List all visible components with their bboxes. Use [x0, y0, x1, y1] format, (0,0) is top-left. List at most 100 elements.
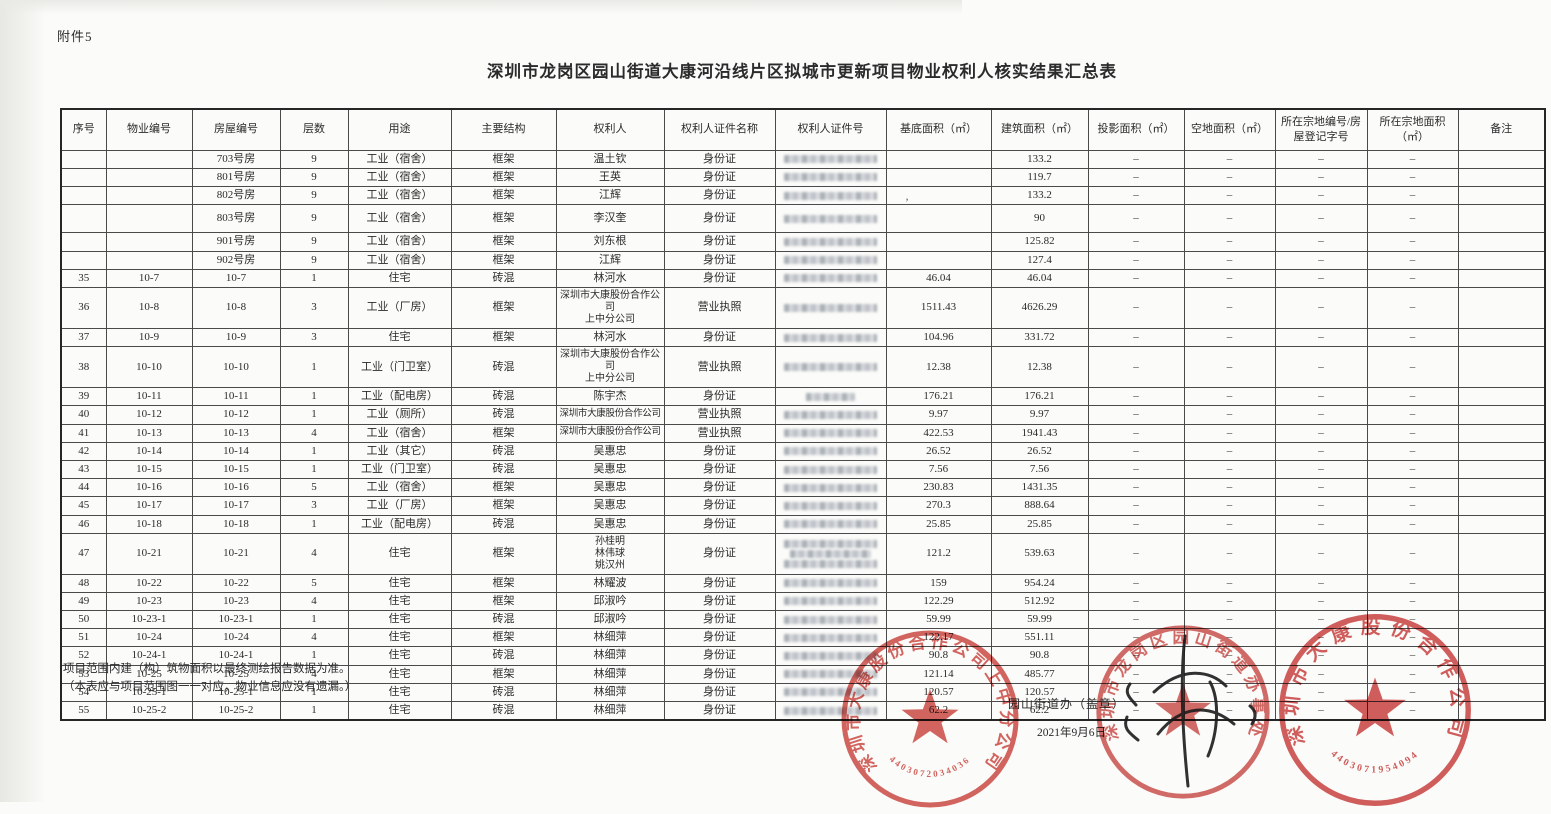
cell-parcel_no: – — [1274, 268, 1368, 289]
cell-proj_area: – — [1087, 250, 1185, 270]
cell-proj_area: – — [1087, 149, 1185, 169]
cell-house_no: 10-15 — [191, 459, 281, 480]
cell-open_area: – — [1183, 532, 1276, 575]
cell-parcel_area: – — [1366, 327, 1459, 348]
cell-proj_area: – — [1087, 327, 1185, 348]
cell-no — [60, 250, 107, 270]
star-icon — [1344, 677, 1406, 737]
cell-floors: 1 — [279, 459, 349, 480]
cell-house_no: 802号房 — [191, 186, 281, 206]
cell-build_area: 133.2 — [990, 186, 1089, 206]
cell-structure: 框架 — [450, 573, 557, 593]
cell-floors: 9 — [279, 250, 349, 270]
cell-structure: 框架 — [450, 186, 557, 206]
cell-cert_type: 身份证 — [663, 149, 776, 169]
cell-build_area: 119.7 — [990, 167, 1089, 188]
cell-use: 住宅 — [347, 682, 452, 703]
table-row: 44 10-16 10-16 5 工业（宿舍） 框架 吴惠忠 身份证 230.83 1431.35… — [60, 478, 1546, 498]
cell-no: 47 — [60, 532, 107, 575]
cell-property_no: 10-21 — [105, 532, 193, 575]
cell-proj_area: – — [1087, 204, 1185, 234]
cell-use: 工业（宿舍） — [347, 250, 452, 270]
redacted-id-blur — [783, 238, 878, 247]
cell-use: 住宅 — [347, 628, 452, 648]
cell-open_area: – — [1183, 186, 1276, 206]
cell-use: 住宅 — [347, 646, 452, 666]
cert-no-redacted — [774, 327, 887, 348]
cell-property_no: 10-16 — [105, 478, 193, 498]
cell-use: 工业（厂房） — [347, 287, 452, 329]
cell-parcel_area: – — [1366, 287, 1459, 329]
table-body: 703号房 9 工业（宿舍） 框架 温土钦 身份证 133.2– – – –801号房 9 工业（宿舍… — [60, 149, 1546, 721]
cell-base_area: 159 — [885, 573, 992, 593]
cell-use: 工业（配电房） — [347, 387, 452, 407]
cell-remark — [1457, 167, 1546, 188]
cell-floors: 4 — [279, 423, 349, 443]
cell-proj_area: – — [1087, 459, 1185, 480]
cell-cert_type: 身份证 — [663, 268, 776, 289]
cell-proj_area: – — [1087, 514, 1185, 534]
cell-house_no: 902号房 — [191, 250, 281, 270]
cell-open_area: – — [1183, 459, 1276, 480]
cert-no-redacted — [774, 387, 887, 407]
cell-parcel_no: – — [1274, 441, 1368, 461]
column-header: 房屋编号 — [191, 108, 281, 151]
cell-owner: 吴惠忠 — [555, 441, 665, 461]
table-row: 39 10-11 10-11 1 工业（配电房） 砖混 陈宇杰 身份证 176.21 176.21… — [60, 387, 1546, 407]
cell-structure: 框架 — [450, 167, 557, 188]
scan-edge-left — [0, 0, 46, 802]
cell-open_area: – — [1183, 478, 1276, 498]
cell-base_area — [885, 250, 992, 270]
cell-parcel_no: – — [1274, 186, 1368, 206]
cert-no-redacted — [774, 149, 887, 169]
column-header: 所在宗地面积（㎡） — [1366, 108, 1459, 151]
redacted-id-blur — [783, 333, 878, 342]
cell-house_no: 10-25-1 — [191, 682, 281, 703]
cell-proj_area: – — [1087, 186, 1185, 206]
redacted-id-blur — [783, 256, 878, 265]
cell-no: 44 — [60, 478, 107, 498]
cell-parcel_area: – — [1366, 167, 1459, 188]
table-row: 802号房 9 工业（宿舍） 框架 江辉 身份证 133.2– – – – — [60, 186, 1546, 206]
cell-parcel_no: – — [1274, 405, 1368, 425]
cell-open_area: – — [1183, 268, 1276, 289]
cell-structure: 砖混 — [450, 441, 557, 461]
redacted-id-blur — [783, 429, 878, 438]
cell-remark — [1457, 423, 1546, 443]
cell-structure: 框架 — [450, 628, 557, 648]
table-row: 45 10-17 10-17 3 工业（厂房） 框架 吴惠忠 身份证 270.3 888.64– –… — [60, 496, 1546, 516]
table-row: 53 10-25 10-25 4 住宅 框架 林细萍 身份证 121.14 485.77– – – – — [60, 664, 1546, 684]
cell-proj_area: – — [1087, 232, 1185, 252]
cell-owner: 陈宇杰 — [555, 387, 665, 407]
cell-remark — [1457, 327, 1546, 348]
cell-use: 住宅 — [347, 591, 452, 612]
redacted-id-blur — [783, 447, 878, 456]
cell-base_area: 9.97 — [885, 405, 992, 425]
cell-build_area: 176.21 — [990, 387, 1089, 407]
footnotes: 项目范围内建（构）筑物面积以最终测绘报告数据为准。 （本表应与项目范围图一一对应… — [63, 661, 356, 697]
cell-property_no: 10-18 — [105, 514, 193, 534]
cell-floors: 9 — [279, 186, 349, 206]
cell-structure: 砖混 — [450, 346, 557, 389]
cell-proj_area: – — [1087, 346, 1185, 389]
cert-no-redacted — [774, 682, 887, 703]
table-row: 35 10-7 10-7 1 住宅 砖混 林河水 身份证 46.04 46.04– – – – — [60, 268, 1546, 289]
cell-house_no: 703号房 — [191, 149, 281, 169]
cell-use: 工业（宿舍） — [347, 149, 452, 169]
cell-use: 工业（宿舍） — [347, 423, 452, 443]
cell-remark — [1457, 204, 1546, 234]
cell-property_no: 10-14 — [105, 441, 193, 461]
cell-house_no: 10-16 — [191, 478, 281, 498]
cell-cert_type: 身份证 — [663, 167, 776, 188]
cell-proj_area: – — [1087, 532, 1185, 575]
cell-house_no: 10-23 — [191, 591, 281, 612]
cell-no: 50 — [60, 610, 107, 630]
footnote-line-2: （本表应与项目范围图一一对应，物业信息应没有遗漏。） — [63, 680, 357, 693]
cell-cert_type: 身份证 — [663, 610, 776, 630]
cert-no-redacted — [774, 167, 887, 188]
footnote-line-1: 项目范围内建（构）筑物面积以最终测绘报告数据为准。 — [63, 663, 351, 675]
cell-cert_type: 身份证 — [663, 387, 776, 407]
cell-parcel_no: – — [1274, 204, 1368, 234]
cell-property_no: 10-13 — [105, 423, 193, 443]
cell-floors: 9 — [279, 232, 349, 252]
